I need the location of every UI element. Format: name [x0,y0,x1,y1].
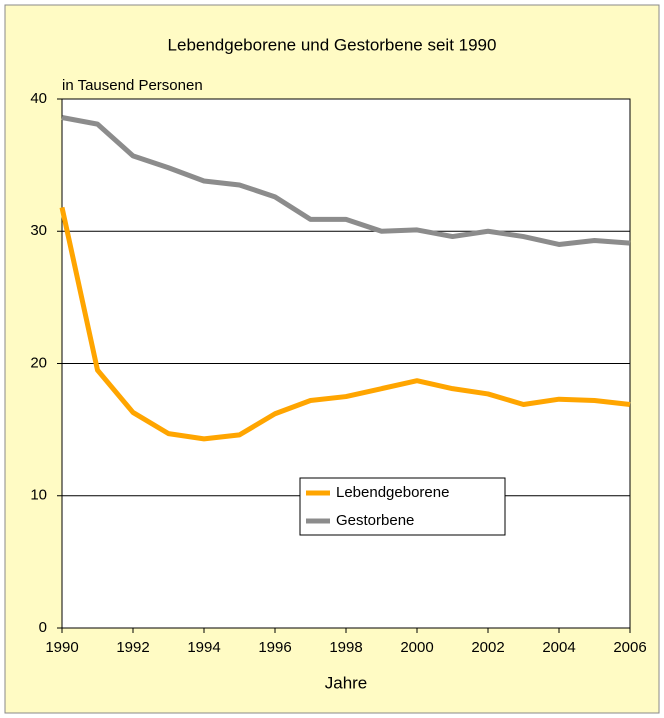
x-tick-label: 1996 [258,639,291,656]
x-tick-label: 1990 [45,639,78,656]
x-axis-label: Jahre [325,673,368,692]
x-tick-label: 1998 [329,639,362,656]
legend-label: Lebendgeborene [336,484,449,501]
chart-title: Lebendgeborene und Gestorbene seit 1990 [168,35,497,54]
line-series [61,115,631,247]
subtitle: in Tausend Personen [62,77,203,94]
x-tick-label: 2006 [613,639,646,656]
line-series [59,206,631,442]
plot-border [61,98,631,629]
legend [299,477,506,536]
x-tick-label: 1992 [116,639,149,656]
y-tick-label: 20 [30,354,47,371]
x-tick-label: 2000 [400,639,433,656]
legend-label: Gestorbene [336,512,414,529]
x-tick-label: 1994 [187,639,220,656]
x-tick-label: 2002 [471,639,504,656]
y-tick-label: 30 [30,222,47,239]
x-tick-label: 2004 [542,639,575,656]
y-tick-label: 40 [30,90,47,107]
y-tick-label: 10 [30,487,47,504]
y-tick-label: 0 [39,619,47,636]
